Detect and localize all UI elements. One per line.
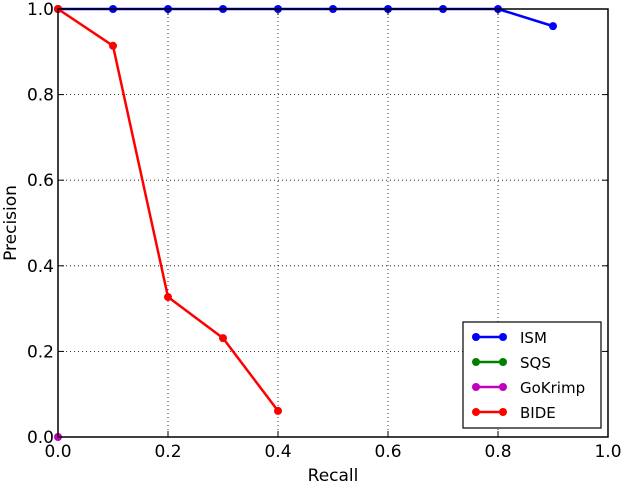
legend-marker	[472, 333, 480, 341]
y-axis-label: Precision	[1, 185, 21, 261]
legend-label: SQS	[520, 354, 551, 372]
legend-marker	[472, 383, 480, 391]
x-tick-label: 0.6	[374, 442, 401, 462]
legend-item-sqs: SQS	[472, 354, 551, 372]
data-point-marker	[549, 22, 557, 31]
data-point-marker	[109, 41, 117, 50]
legend-item-ism: ISM	[472, 329, 547, 347]
y-tick-label: 0.6	[27, 171, 54, 191]
y-tick-label: 0.8	[27, 86, 54, 106]
data-point-marker	[219, 334, 227, 343]
x-tick-label: 0.4	[264, 442, 291, 462]
y-tick-label: 0.0	[27, 428, 54, 448]
legend-marker	[472, 408, 480, 416]
legend-label: BIDE	[520, 404, 556, 422]
legend-marker	[472, 358, 480, 366]
legend-item-bide: BIDE	[472, 404, 556, 422]
y-tick-label: 1.0	[27, 0, 54, 20]
x-tick-label: 0.8	[484, 442, 511, 462]
series-line	[58, 7, 554, 28]
legend-label: ISM	[520, 329, 547, 347]
data-point-marker	[164, 293, 172, 302]
x-axis-label: Recall	[308, 466, 359, 484]
legend-box	[462, 321, 602, 429]
y-tick-label: 0.2	[27, 342, 54, 362]
plot-frame	[57, 8, 609, 438]
legend-item-gokrimp: GoKrimp	[472, 379, 585, 397]
legend: ISM SQS GoKrimp BIDE	[462, 321, 602, 429]
legend-marker	[499, 383, 507, 391]
legend-marker	[499, 408, 507, 416]
legend-marker	[499, 358, 507, 366]
series-bide	[54, 5, 282, 415]
y-tick-label: 0.4	[27, 257, 54, 277]
x-tick-label: 1.0	[594, 442, 621, 462]
x-tick-label: 0.2	[154, 442, 181, 462]
data-point-marker	[274, 406, 282, 415]
legend-marker	[499, 333, 507, 341]
x-tick-label: 0.0	[44, 442, 71, 462]
axis-ticks: 0.0 0.2 0.4 0.6 0.8 1.0 0.0 0.2 0.4 0.6 0.8 1.0	[27, 0, 622, 462]
legend-label: GoKrimp	[520, 379, 585, 397]
